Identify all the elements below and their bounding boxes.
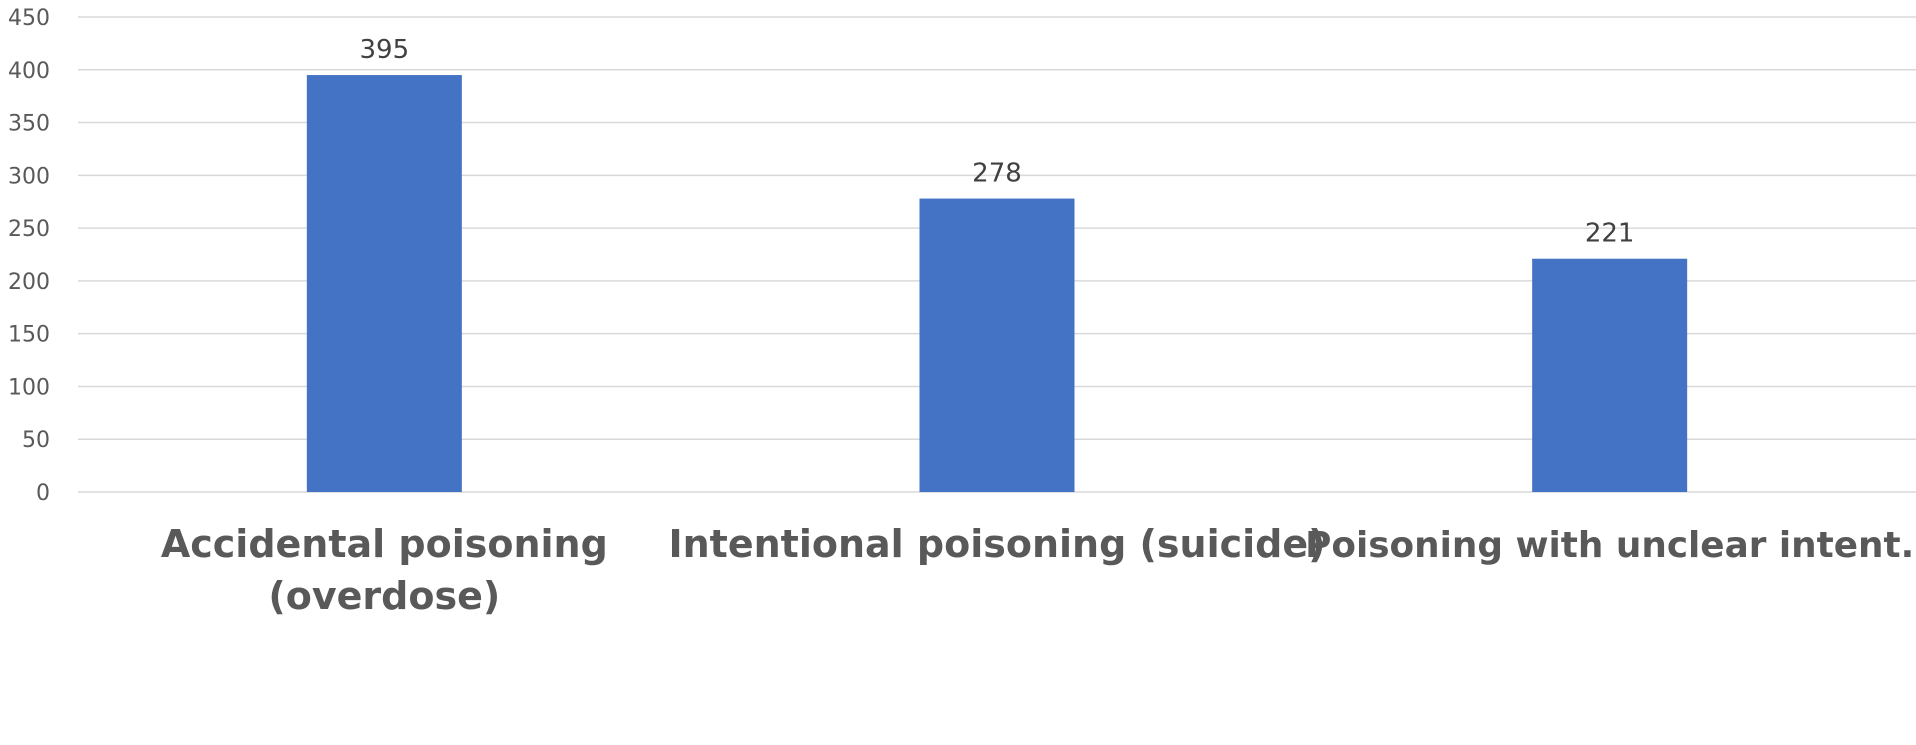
bars	[306, 75, 1688, 493]
x-axis: Accidental poisoning (overdose) Intentiona…	[161, 522, 1914, 618]
y-tick-label: 350	[8, 112, 50, 137]
y-axis: 0 50 100 150 200 250 300 350 400 450	[8, 6, 50, 506]
data-label: 221	[1585, 219, 1635, 249]
data-label: 278	[972, 159, 1022, 189]
y-tick-label: 300	[8, 164, 50, 189]
x-category-label: Accidental poisoning (overdose)	[161, 522, 608, 618]
data-label: 395	[360, 35, 410, 65]
bar-1	[306, 75, 462, 493]
y-tick-label: 50	[22, 428, 50, 453]
y-tick-label: 400	[8, 59, 50, 84]
x-category-label-line: Poisoning with unclear intent.	[1305, 525, 1914, 566]
x-category-label-line: Intentional poisoning (suicide)	[668, 522, 1325, 566]
x-category-label-line: Accidental poisoning	[161, 522, 608, 566]
y-tick-label: 150	[8, 323, 50, 348]
y-tick-label: 100	[8, 375, 50, 400]
x-category-label: Poisoning with unclear intent.	[1305, 525, 1914, 566]
y-tick-label: 200	[8, 270, 50, 295]
x-category-label: Intentional poisoning (suicide)	[668, 522, 1325, 566]
y-tick-label: 250	[8, 217, 50, 242]
bar-3	[1532, 258, 1688, 492]
bar-2	[919, 198, 1075, 493]
data-labels: 395 278 221	[360, 35, 1635, 249]
y-tick-label: 450	[8, 6, 50, 31]
y-tick-label: 0	[36, 481, 50, 506]
x-category-label-line: (overdose)	[268, 574, 500, 618]
